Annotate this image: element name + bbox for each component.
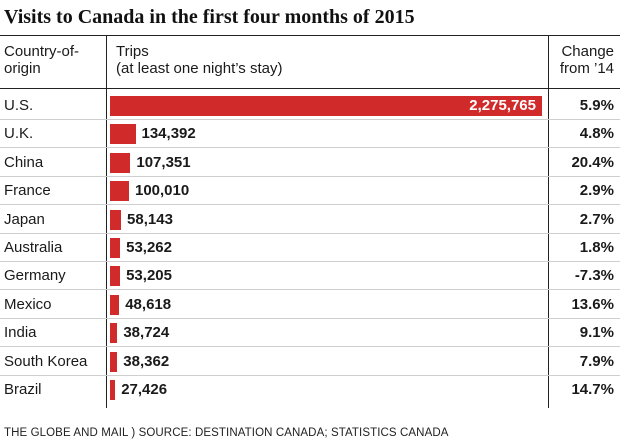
trips-bar <box>110 238 121 258</box>
table-row: Japan 58,143 2.7% <box>0 206 620 234</box>
change-value-label: 13.6% <box>571 295 614 313</box>
row-separator <box>0 119 620 120</box>
trips-bar <box>110 209 122 230</box>
table-row: U.S. 2,275,765 5.9% <box>0 92 620 120</box>
country-label: China <box>4 153 44 171</box>
country-label: France <box>4 182 51 200</box>
table-row: France 100,010 2.9% <box>0 177 620 206</box>
row-separator <box>0 204 620 206</box>
country-label: Japan <box>4 210 45 228</box>
trips-bar <box>110 294 120 315</box>
trips-value-label: 134,392 <box>141 125 196 143</box>
table-row: Australia 53,262 1.8% <box>0 234 620 262</box>
trips-value-label: 38,362 <box>123 352 170 370</box>
trips-header-line2: (at least one night’s stay) <box>116 60 283 77</box>
trips-bar <box>110 380 116 400</box>
change-value-label: 7.9% <box>579 352 614 370</box>
row-separator <box>0 317 620 319</box>
trips-bar <box>110 96 542 116</box>
table-row: Germany 53,205 -7.3% <box>0 262 620 291</box>
row-separator <box>0 175 620 177</box>
source-note: THE GLOBE AND MAIL ) SOURCE: DESTINATION… <box>4 427 449 439</box>
change-value-label: 5.9% <box>579 97 614 114</box>
trips-bar <box>110 323 118 344</box>
table-row: Mexico 48,618 13.6% <box>0 291 620 319</box>
trips-value-label: 100,010 <box>134 182 190 200</box>
change-value-label: 14.7% <box>571 381 614 398</box>
trips-column-header: Trips (at least one night’s stay) <box>116 43 536 77</box>
table-row: China 107,351 20.4% <box>0 149 620 177</box>
trips-bar <box>110 124 136 145</box>
country-label: U.K. <box>4 125 34 143</box>
column-divider-left <box>106 35 107 408</box>
country-column-header: Country-of-origin <box>4 43 80 77</box>
change-value-label: -7.3% <box>574 267 614 285</box>
trips-bar <box>110 266 121 287</box>
trips-value-label: 58,143 <box>127 210 173 228</box>
trips-bar <box>110 181 129 202</box>
row-separator <box>0 346 620 348</box>
row-separator <box>0 374 620 376</box>
header-top-rule <box>0 35 620 36</box>
change-value-label: 9.1% <box>579 324 614 342</box>
change-value-label: 4.8% <box>579 125 614 143</box>
country-label: South Korea <box>4 352 88 370</box>
change-value-label: 1.8% <box>579 239 614 256</box>
row-separator <box>0 261 620 262</box>
table-row: Brazil 27,426 14.7% <box>0 376 620 404</box>
trips-bar <box>110 152 131 173</box>
trips-header-line1: Trips <box>116 43 149 60</box>
country-label: Australia <box>4 239 63 256</box>
trips-value-label: 53,262 <box>126 239 172 256</box>
row-separator <box>0 147 620 149</box>
trips-value-label: 53,205 <box>126 267 172 285</box>
country-label: Mexico <box>4 295 52 313</box>
change-header-line2: from ’14 <box>559 60 614 77</box>
change-value-label: 20.4% <box>571 153 614 171</box>
trips-bar <box>110 351 118 372</box>
country-label: Brazil <box>4 381 42 398</box>
country-label: India <box>4 324 37 342</box>
country-label: U.S. <box>4 97 34 114</box>
table-row: India 38,724 9.1% <box>0 319 620 348</box>
trips-value-label: 38,724 <box>123 324 170 342</box>
trips-value-label: 2,275,765 <box>469 97 536 114</box>
table-row: U.K. 134,392 4.8% <box>0 120 620 149</box>
trips-value-label: 48,618 <box>125 295 172 313</box>
row-separator <box>0 232 620 234</box>
change-column-header: Change from ’14 <box>544 43 614 77</box>
header-bottom-rule <box>0 88 620 89</box>
chart-title: Visits to Canada in the first four month… <box>4 6 415 28</box>
change-value-label: 2.9% <box>579 182 614 200</box>
change-header-line1: Change <box>561 43 614 60</box>
table-row: South Korea 38,362 7.9% <box>0 348 620 376</box>
country-label: Germany <box>4 267 66 285</box>
change-value-label: 2.7% <box>579 210 614 228</box>
trips-value-label: 27,426 <box>121 381 168 398</box>
row-separator <box>0 289 620 291</box>
column-divider-right <box>548 35 549 408</box>
trips-value-label: 107,351 <box>136 153 191 171</box>
